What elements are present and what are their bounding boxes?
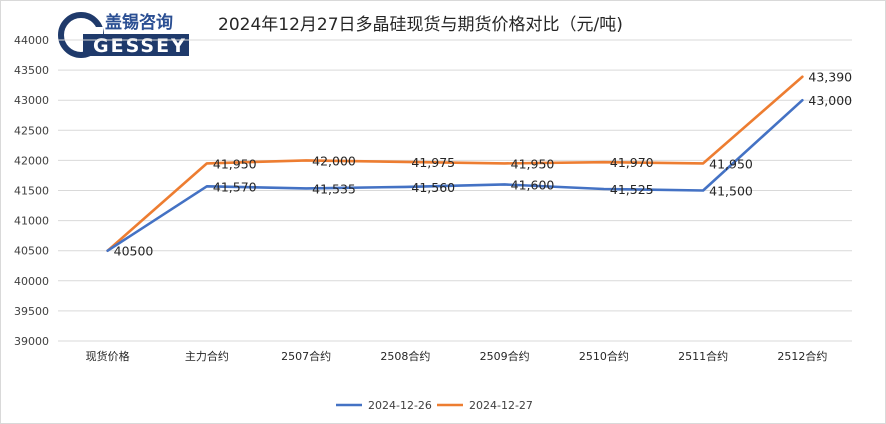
legend-label: 2024-12-27	[469, 399, 533, 412]
data-label: 41,500	[709, 184, 753, 199]
logo-ring-gap	[81, 27, 103, 36]
x-tick-label: 2510合约	[579, 349, 629, 363]
x-tick-label: 现货价格	[86, 349, 130, 363]
y-tick-label: 39000	[14, 335, 49, 348]
x-tick-label: 2511合约	[678, 349, 728, 363]
data-label: 41,970	[610, 155, 654, 170]
y-tick-label: 42500	[14, 124, 49, 137]
y-tick-label: 41500	[14, 185, 49, 198]
legend-label: 2024-12-26	[368, 399, 432, 412]
data-label: 41,950	[213, 156, 257, 171]
gridlines	[58, 39, 852, 342]
y-axis-ticks: 39000 39500 40000 40500 41000 41500 42000 42500…	[14, 34, 49, 348]
x-tick-label: 2509合约	[480, 349, 530, 363]
y-tick-label: 41000	[14, 215, 49, 228]
y-tick-label: 40000	[14, 275, 49, 288]
x-tick-label: 2507合约	[281, 349, 331, 363]
data-label: 43,000	[808, 93, 852, 108]
y-tick-label: 43000	[14, 94, 49, 107]
series-lines	[106, 75, 804, 252]
data-label: 41,560	[411, 180, 455, 195]
series-line-2024-12-26	[106, 98, 804, 252]
x-axis-ticks: 现货价格 主力合约 2507合约 2508合约 2509合约 2510合约 2511合约 25…	[86, 349, 828, 363]
data-label: 41,950	[511, 156, 555, 171]
data-labels: 40500 41,570 41,535 41,560 41,600 41,525 41,50…	[114, 70, 853, 259]
y-tick-label: 44000	[14, 34, 49, 47]
data-label: 41,535	[312, 181, 356, 196]
y-tick-label: 42000	[14, 154, 49, 167]
data-label: 41,600	[511, 177, 555, 192]
y-tick-label: 43500	[14, 64, 49, 77]
data-label: 42,000	[312, 153, 356, 168]
data-label: 41,570	[213, 179, 257, 194]
x-tick-label: 主力合约	[185, 349, 229, 363]
x-tick-label: 2508合约	[380, 349, 430, 363]
logo-cn-text: 盖锡咨询	[105, 12, 173, 33]
data-label: 41,950	[709, 156, 753, 171]
data-label: 40500	[114, 244, 154, 259]
y-tick-label: 39500	[14, 305, 49, 318]
x-tick-label: 2512合约	[777, 349, 827, 363]
y-tick-label: 40500	[14, 245, 49, 258]
data-label: 41,975	[411, 155, 455, 170]
data-label: 41,525	[610, 182, 654, 197]
data-label: 43,390	[808, 70, 852, 85]
legend: 2024-12-26 2024-12-27	[336, 399, 533, 412]
series-line-2024-12-27	[106, 75, 804, 252]
chart-title: 2024年12月27日多晶硅现货与期货价格对比（元/吨)	[218, 15, 623, 35]
